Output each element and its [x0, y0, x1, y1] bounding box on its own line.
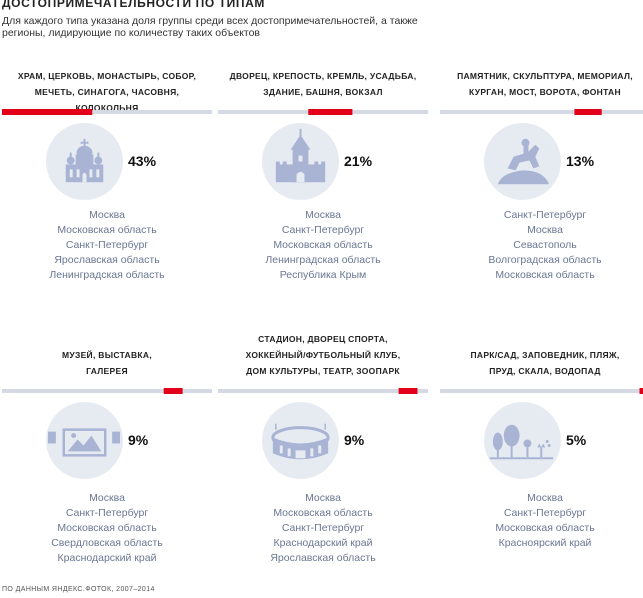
share-bar [2, 388, 212, 394]
category-panel: ДВОРЕЦ, КРЕПОСТЬ, КРЕМЛЬ, УСАДЬБА, ЗДАНИЕ… [218, 60, 428, 300]
share-bar-segment [639, 388, 643, 394]
region-item: Москва [89, 492, 125, 504]
share-bar-track [2, 389, 212, 393]
region-item: Москва [527, 224, 563, 236]
category-label: ПРУД, СКАЛА, ВОДОПАД [489, 366, 601, 376]
region-item: Волгоградская область [488, 254, 602, 266]
share-bar [440, 388, 643, 394]
share-bar-track [218, 389, 428, 393]
regions-list: Москва Санкт-Петербург Московская область Л… [218, 208, 428, 283]
region-item: Московская область [273, 239, 373, 251]
region-item: Московская область [57, 224, 157, 236]
category-label: ПАРК/САД, ЗАПОВЕДНИК, ПЛЯЖ, [470, 350, 620, 360]
category-label: ХОККЕЙНЫЙ/ФУТБОЛЬНЫЙ КЛУБ, [245, 350, 401, 360]
region-item: Ярославская область [54, 254, 160, 266]
percent-label: 9% [128, 432, 149, 448]
region-item: Москва [305, 209, 341, 221]
region-item: Севастополь [513, 239, 577, 251]
monument-icon [484, 123, 561, 200]
regions-list: Москва Московская область Санкт-Петербург К… [218, 491, 428, 566]
region-item: Ленинградская область [265, 254, 381, 266]
region-item: Санкт-Петербург [503, 209, 587, 221]
category-label: ЗДАНИЕ, БАШНЯ, ВОКЗАЛ [263, 87, 383, 97]
stadium-icon [262, 402, 339, 479]
region-item: Москва [89, 209, 125, 221]
share-bar-track [440, 110, 643, 114]
category-label: СТАДИОН, ДВОРЕЦ СПОРТА, [258, 334, 388, 344]
region-item: Санкт-Петербург [503, 507, 587, 519]
page-subtitle: Для каждого типа указана доля группы сре… [2, 15, 418, 39]
museum-icon [46, 402, 123, 479]
share-bar-segment [163, 388, 183, 394]
share-bar [218, 109, 428, 115]
region-item: Московская область [495, 269, 595, 281]
region-item: Санкт-Петербург [281, 224, 365, 236]
percent-label: 13% [566, 153, 595, 169]
share-bar-track [440, 389, 643, 393]
regions-list: Москва Санкт-Петербург Московская область С… [2, 491, 212, 566]
percent-label: 43% [128, 153, 157, 169]
page-title: ДОСТОПРИМЕЧАТЕЛЬНОСТИ ПО ТИПАМ [2, 0, 265, 10]
category-label: ПАМЯТНИК, СКУЛЬПТУРА, МЕМОРИАЛ, [457, 71, 633, 81]
percent-label: 9% [344, 432, 365, 448]
region-item: Московская область [57, 522, 157, 534]
source-note: ПО ДАННЫМ ЯНДЕКС.ФОТОК, 2007–2014 [2, 586, 155, 593]
share-bar-track [2, 110, 212, 114]
region-item: Московская область [495, 522, 595, 534]
category-panel: ПАРК/САД, ЗАПОВЕДНИК, ПЛЯЖ, ПРУД, СКАЛА, … [440, 345, 643, 585]
region-item: Ярославская область [270, 552, 376, 564]
region-item: Москва [527, 492, 563, 504]
share-bar-segment [308, 109, 353, 115]
region-item: Санкт-Петербург [65, 507, 149, 519]
share-bar [218, 388, 428, 394]
category-label: ХРАМ, ЦЕРКОВЬ, МОНАСТЫРЬ, СОБОР, [17, 71, 197, 81]
percent-label: 5% [566, 432, 587, 448]
region-item: Московская область [273, 507, 373, 519]
category-label: ДОМ КУЛЬТУРЫ, ТЕАТР, ЗООПАРК [246, 366, 400, 376]
share-bar-segment [574, 109, 602, 115]
category-label: ДВОРЕЦ, КРЕПОСТЬ, КРЕМЛЬ, УСАДЬБА, [229, 71, 417, 81]
category-label: КУРГАН, МОСТ, ВОРОТА, ФОНТАН [469, 87, 621, 97]
fortress-icon [262, 123, 339, 200]
share-bar-segment [2, 109, 93, 115]
category-label: МЕЧЕТЬ, СИНАГОГА, ЧАСОВНЯ, КОЛОКОЛЬНЯ [34, 87, 180, 113]
share-bar [440, 109, 643, 115]
park-icon [484, 402, 561, 479]
region-item: Свердловская область [51, 537, 163, 549]
percent-label: 21% [344, 153, 373, 169]
category-panel: СТАДИОН, ДВОРЕЦ СПОРТА, ХОККЕЙНЫЙ/ФУТБОЛЬ… [218, 334, 428, 585]
region-item: Краснодарский край [273, 537, 373, 549]
category-panel: МУЗЕЙ, ВЫСТАВКА, ГАЛЕРЕЯ 9% Москва Санкт-Пет… [2, 345, 212, 585]
category-panel: ПАМЯТНИК, СКУЛЬПТУРА, МЕМОРИАЛ, КУРГАН, М… [440, 60, 643, 300]
region-item: Краснодарский край [57, 552, 157, 564]
category-label: ГАЛЕРЕЯ [86, 366, 128, 376]
share-bar-segment [398, 388, 418, 394]
regions-list: Санкт-Петербург Москва Севастополь Волгогра… [440, 208, 643, 283]
church-icon [46, 123, 123, 200]
region-item: Санкт-Петербург [65, 239, 149, 251]
regions-list: Москва Московская область Санкт-Петербург Я… [2, 208, 212, 283]
region-item: Ленинградская область [49, 269, 165, 281]
category-label: МУЗЕЙ, ВЫСТАВКА, [61, 350, 152, 360]
share-bar [2, 109, 212, 115]
region-item: Красноярский край [498, 537, 592, 549]
regions-list: Москва Санкт-Петербург Московская область К… [440, 491, 643, 551]
category-panel: ХРАМ, ЦЕРКОВЬ, МОНАСТЫРЬ, СОБОР, МЕЧЕТЬ, … [2, 60, 212, 300]
region-item: Москва [305, 492, 341, 504]
region-item: Республика Крым [279, 269, 367, 281]
region-item: Санкт-Петербург [281, 522, 365, 534]
